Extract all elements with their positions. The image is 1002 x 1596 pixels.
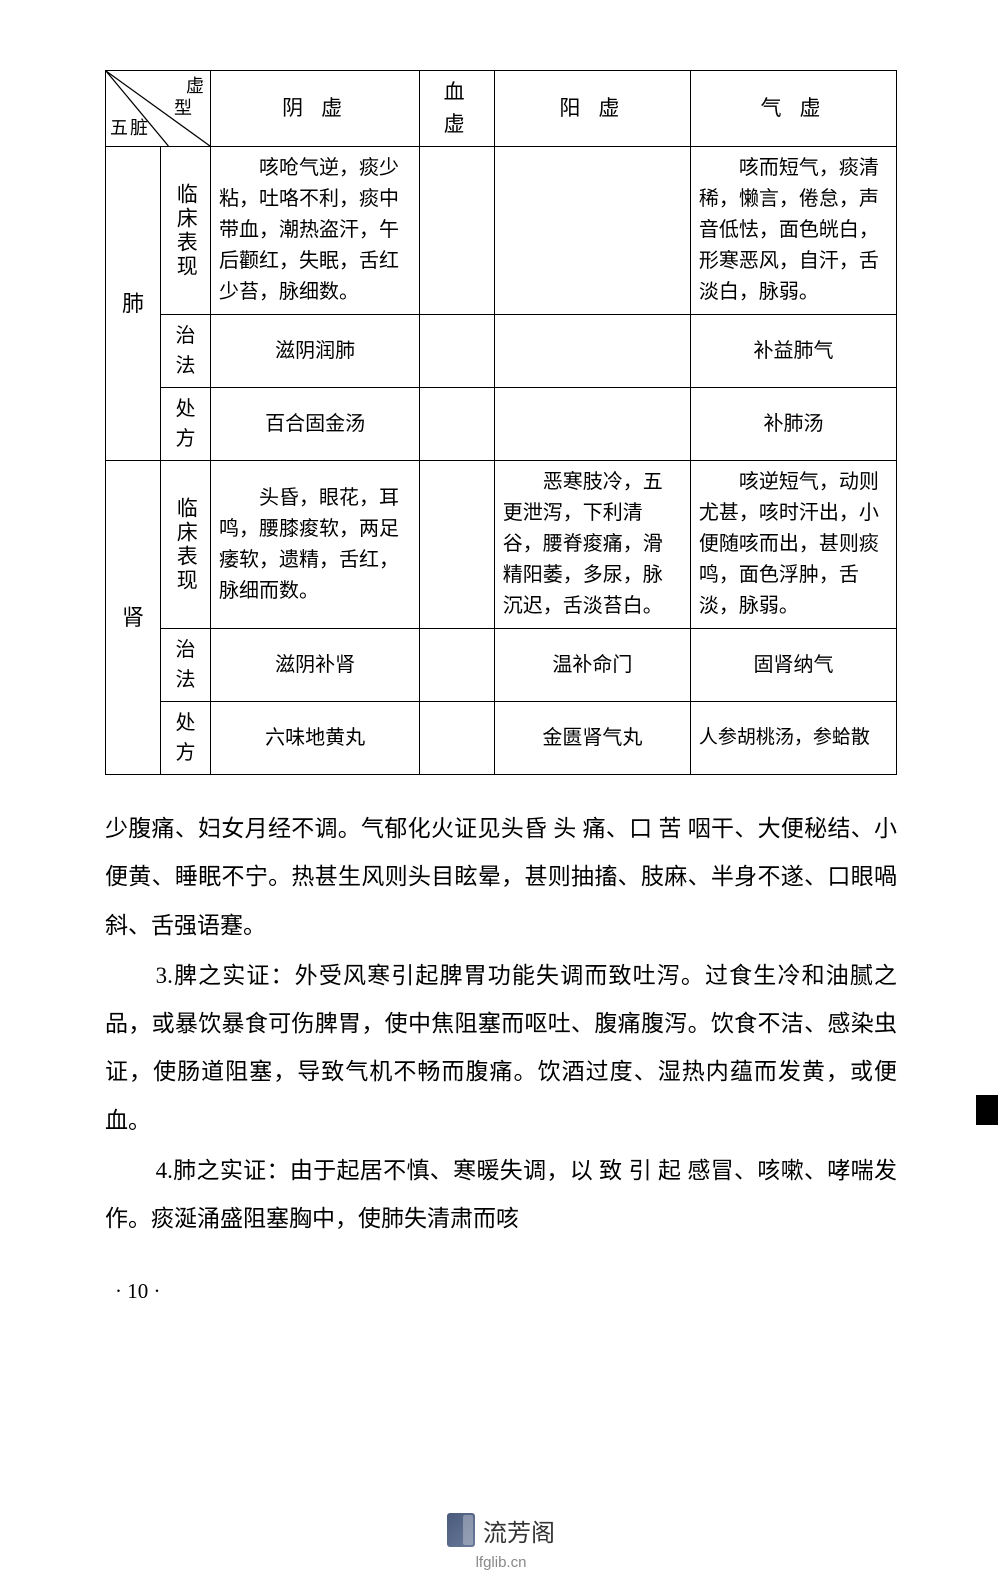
edge-marker <box>976 1095 998 1125</box>
table-row: 处方 六味地黄丸 金匮肾气丸 人参胡桃汤，参蛤散 <box>106 702 897 775</box>
cell: 恶寒肢冷，五更泄泻，下利清谷，腰脊痠痛，滑精阳萎，多尿，脉沉迟，舌淡苔白。 <box>494 461 690 629</box>
cell <box>494 315 690 388</box>
sub-label: 治法 <box>161 315 211 388</box>
cell <box>420 461 494 629</box>
header-row: 虚 型 五 脏 阴虚 血虚 阳虚 气虚 <box>106 71 897 147</box>
sub-label: 治法 <box>161 629 211 702</box>
cell: 咳呛气逆，痰少粘，吐咯不利，痰中带血，潮热盗汗，午后颧红，失眠，舌红少苔，脉细数… <box>211 147 420 315</box>
sub-label: 处方 <box>161 702 211 775</box>
cell <box>494 388 690 461</box>
cell <box>494 147 690 315</box>
cell: 咳逆短气，动则尤甚，咳时汗出，小便随咳而出，甚则痰鸣，面色浮肿，舌淡，脉弱。 <box>690 461 896 629</box>
cell <box>420 388 494 461</box>
cell: 头昏，眼花，耳鸣，腰膝痠软，两足痿软，遗精，舌红，脉细而数。 <box>211 461 420 629</box>
cell <box>420 702 494 775</box>
sub-label: 临床表现 <box>161 461 211 629</box>
logo-url: lfglib.cn <box>447 1554 555 1571</box>
corner-left: 五 <box>110 115 128 142</box>
col-header-1: 血虚 <box>420 71 494 147</box>
cell <box>420 315 494 388</box>
cell: 温补命门 <box>494 629 690 702</box>
corner-mid: 型 <box>174 95 192 122</box>
cell: 补益肺气 <box>690 315 896 388</box>
paragraph-2: 3.脾之实证：外受风寒引起脾胃功能失调而致吐泻。过食生冷和油腻之品，或暴饮暴食可… <box>105 952 897 1145</box>
organ-label-fei: 肺 <box>106 147 161 461</box>
main-table: 虚 型 五 脏 阴虚 血虚 阳虚 气虚 肺 临床表现 咳呛气逆，痰少粘，吐咯不利… <box>105 70 897 775</box>
cell: 补肺汤 <box>690 388 896 461</box>
cell: 滋阴润肺 <box>211 315 420 388</box>
cell <box>420 629 494 702</box>
cell: 六味地黄丸 <box>211 702 420 775</box>
organ-label-shen: 肾 <box>106 461 161 775</box>
corner-bot: 脏 <box>130 115 148 142</box>
table-row: 肺 临床表现 咳呛气逆，痰少粘，吐咯不利，痰中带血，潮热盗汗，午后颧红，失眠，舌… <box>106 147 897 315</box>
cell: 百合固金汤 <box>211 388 420 461</box>
cell: 金匮肾气丸 <box>494 702 690 775</box>
diagonal-header: 虚 型 五 脏 <box>106 71 211 147</box>
sub-label: 临床表现 <box>161 147 211 315</box>
cell: 人参胡桃汤，参蛤散 <box>690 702 896 775</box>
table-row: 处方 百合固金汤 补肺汤 <box>106 388 897 461</box>
page-content: 虚 型 五 脏 阴虚 血虚 阳虚 气虚 肺 临床表现 咳呛气逆，痰少粘，吐咯不利… <box>0 0 1002 1304</box>
book-icon <box>447 1513 475 1547</box>
table-row: 治法 滋阴润肺 补益肺气 <box>106 315 897 388</box>
paragraph-3: 4.肺之实证：由于起居不慎、寒暖失调，以 致 引 起 感冒、咳嗽、哮喘发作。痰涎… <box>105 1147 897 1244</box>
page-number: · 10 · <box>115 1279 897 1304</box>
sub-label: 处方 <box>161 388 211 461</box>
col-header-3: 气虚 <box>690 71 896 147</box>
cell: 咳而短气，痰清稀，懒言，倦怠，声音低怯，面色㿠白，形寒恶风，自汗，舌淡白，脉弱。 <box>690 147 896 315</box>
col-header-2: 阳虚 <box>494 71 690 147</box>
body-text: 少腹痛、妇女月经不调。气郁化火证见头昏 头 痛、口 苦 咽干、大便秘结、小便黄、… <box>105 805 897 1244</box>
paragraph-1: 少腹痛、妇女月经不调。气郁化火证见头昏 头 痛、口 苦 咽干、大便秘结、小便黄、… <box>105 805 897 950</box>
cell <box>420 147 494 315</box>
col-header-0: 阴虚 <box>211 71 420 147</box>
footer-logo: 流芳阁 lfglib.cn <box>447 1513 555 1572</box>
table-row: 肾 临床表现 头昏，眼花，耳鸣，腰膝痠软，两足痿软，遗精，舌红，脉细而数。 恶寒… <box>106 461 897 629</box>
table-row: 治法 滋阴补肾 温补命门 固肾纳气 <box>106 629 897 702</box>
cell: 固肾纳气 <box>690 629 896 702</box>
cell: 滋阴补肾 <box>211 629 420 702</box>
logo-name: 流芳阁 <box>483 1513 555 1548</box>
